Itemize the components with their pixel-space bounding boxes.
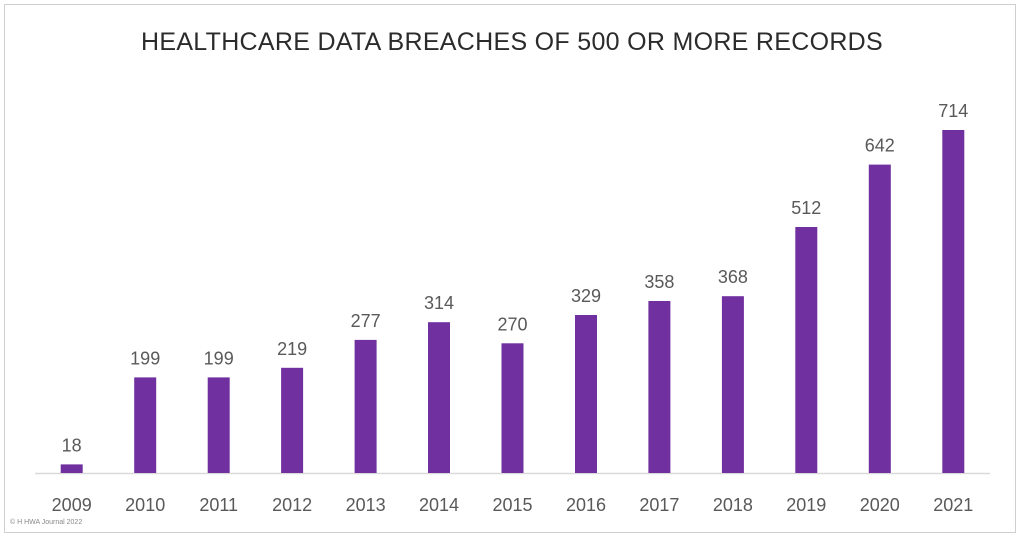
x-tick-label-2015: 2015 bbox=[492, 495, 532, 515]
data-label-2012: 219 bbox=[277, 339, 307, 359]
bar-2019 bbox=[795, 227, 818, 473]
bar-2017 bbox=[648, 301, 671, 473]
data-label-2016: 329 bbox=[571, 286, 601, 306]
bar-2011 bbox=[207, 377, 230, 473]
data-label-2018: 368 bbox=[718, 267, 748, 287]
bar-2012 bbox=[281, 367, 304, 473]
x-tick-label-2018: 2018 bbox=[713, 495, 753, 515]
x-tick-label-2010: 2010 bbox=[125, 495, 165, 515]
bar-2013 bbox=[354, 339, 377, 473]
bar-2010 bbox=[134, 377, 157, 473]
bar-2014 bbox=[428, 322, 450, 473]
data-label-2009: 18 bbox=[62, 435, 82, 455]
x-tick-label-2009: 2009 bbox=[52, 495, 92, 515]
data-label-2021: 714 bbox=[938, 101, 968, 121]
data-label-2015: 270 bbox=[497, 314, 527, 334]
data-label-2010: 199 bbox=[130, 348, 160, 368]
x-tick-label-2016: 2016 bbox=[566, 495, 606, 515]
x-tick-label-2019: 2019 bbox=[786, 495, 826, 515]
bar-2009 bbox=[60, 464, 83, 473]
chart-title: HEALTHCARE DATA BREACHES OF 500 OR MORE … bbox=[140, 28, 884, 56]
x-tick-label-2011: 2011 bbox=[199, 495, 238, 515]
x-tick-label-2021: 2021 bbox=[933, 495, 973, 515]
data-label-2013: 277 bbox=[351, 311, 381, 331]
x-tick-label-2020: 2020 bbox=[860, 495, 900, 515]
bar-2018 bbox=[721, 296, 744, 473]
bar-2015 bbox=[501, 343, 524, 473]
bar-2021 bbox=[942, 130, 965, 473]
x-tick-label-2013: 2013 bbox=[346, 495, 386, 515]
x-tick-label-2017: 2017 bbox=[639, 495, 679, 515]
x-tick-label-2012: 2012 bbox=[272, 495, 312, 515]
data-label-2020: 642 bbox=[865, 136, 895, 156]
x-tick-label-2014: 2014 bbox=[419, 495, 459, 515]
copyright-watermark: © H HWA Journal 2022 bbox=[10, 519, 83, 526]
data-label-2019: 512 bbox=[791, 198, 821, 218]
bar-2020 bbox=[868, 164, 891, 473]
data-label-2014: 314 bbox=[424, 293, 454, 313]
bar-2016 bbox=[575, 315, 597, 473]
data-label-2017: 358 bbox=[644, 272, 674, 292]
data-label-2011: 199 bbox=[204, 348, 234, 368]
